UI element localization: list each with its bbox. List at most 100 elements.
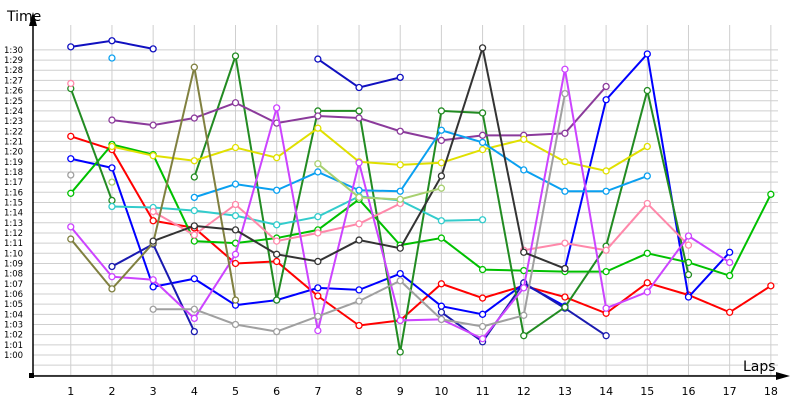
y-tick-label: 1:03	[4, 320, 23, 330]
data-point	[478, 310, 487, 318]
y-tick-label: 1:30	[4, 46, 23, 56]
data-point	[561, 158, 569, 166]
data-point	[355, 286, 363, 294]
data-point	[231, 99, 240, 107]
data-point	[314, 168, 322, 176]
data-point	[726, 248, 734, 256]
data-point	[314, 160, 322, 168]
x-tick-label: 11	[476, 385, 490, 398]
data-point	[273, 327, 281, 336]
data-point	[396, 244, 404, 252]
data-point	[67, 79, 75, 88]
data-point	[314, 292, 322, 300]
x-tick-label: 5	[232, 385, 239, 398]
y-tick-label: 1:13	[4, 219, 23, 229]
data-point	[396, 348, 404, 356]
data-point	[314, 112, 322, 120]
data-point	[190, 157, 198, 165]
data-point	[520, 248, 528, 256]
data-point	[314, 326, 322, 335]
series-line	[111, 126, 648, 172]
data-point	[520, 311, 528, 319]
data-point	[108, 54, 116, 62]
y-tick-label: 1:18	[4, 168, 23, 178]
data-point	[602, 96, 610, 104]
series-dark-green	[67, 52, 693, 356]
data-point	[396, 187, 404, 195]
data-point	[478, 145, 487, 154]
data-point	[273, 221, 281, 229]
data-point	[149, 217, 157, 225]
y-tick-label: 1:00	[4, 351, 23, 361]
y-tick-label: 1:14	[4, 209, 23, 219]
data-point	[520, 166, 528, 174]
x-tick-label: 12	[517, 385, 531, 398]
data-point	[561, 303, 569, 311]
x-tick-label: 3	[150, 385, 157, 398]
data-point	[767, 282, 775, 290]
data-point	[478, 322, 487, 331]
data-point	[108, 202, 116, 211]
data-point	[190, 275, 198, 283]
data-point	[561, 187, 569, 195]
data-point	[314, 124, 322, 132]
data-point	[684, 271, 693, 279]
data-point	[149, 305, 157, 313]
data-point	[643, 172, 651, 180]
data-point	[231, 259, 240, 268]
data-point	[437, 107, 446, 115]
data-point	[231, 143, 240, 152]
data-point	[561, 89, 569, 98]
y-tick-label: 1:19	[4, 158, 23, 168]
data-point	[478, 294, 487, 302]
series-blue-top	[67, 37, 404, 92]
data-point	[643, 249, 651, 257]
series-line	[194, 129, 648, 199]
data-point	[520, 332, 528, 340]
y-tick-label: 1:12	[4, 229, 23, 239]
data-point	[314, 213, 322, 221]
data-point	[314, 55, 322, 63]
data-point	[437, 308, 446, 316]
y-tick-label: 1:24	[4, 107, 23, 117]
data-point	[396, 277, 404, 285]
data-point	[108, 142, 116, 151]
x-tick-label: 2	[108, 385, 115, 398]
data-point	[355, 83, 363, 92]
x-tick-label: 9	[397, 385, 404, 398]
data-point	[437, 234, 446, 242]
series-yellow	[108, 124, 651, 175]
y-tick-label: 1:26	[4, 87, 23, 97]
data-point	[396, 195, 404, 204]
x-tick-label: 16	[681, 385, 695, 398]
data-point	[149, 207, 157, 216]
data-point	[273, 104, 281, 112]
data-point	[273, 186, 281, 194]
x-tick-label: 17	[723, 385, 737, 398]
series-dark-gray	[149, 43, 569, 273]
data-point	[561, 293, 569, 301]
data-point	[437, 217, 446, 225]
y-tick-label: 1:27	[4, 76, 23, 86]
data-point	[396, 316, 404, 325]
data-point	[67, 171, 75, 179]
grid-lines	[33, 25, 778, 376]
x-tick-label: 1	[67, 385, 74, 398]
x-tick-label: 7	[314, 385, 321, 398]
data-point	[108, 196, 116, 205]
data-point	[437, 315, 446, 324]
data-point	[437, 302, 446, 310]
data-point	[190, 231, 198, 239]
data-point	[314, 312, 322, 321]
data-point	[602, 246, 610, 254]
y-tick-label: 1:01	[4, 341, 23, 351]
y-tick-label: 1:04	[4, 310, 23, 320]
y-tick-label: 1:25	[4, 97, 23, 107]
data-point	[561, 129, 569, 137]
x-axis-title: Laps	[743, 359, 776, 375]
data-point	[561, 264, 569, 273]
data-point	[190, 222, 198, 230]
x-tick-label: 14	[599, 385, 613, 398]
data-point	[643, 50, 651, 58]
data-point	[478, 216, 487, 224]
